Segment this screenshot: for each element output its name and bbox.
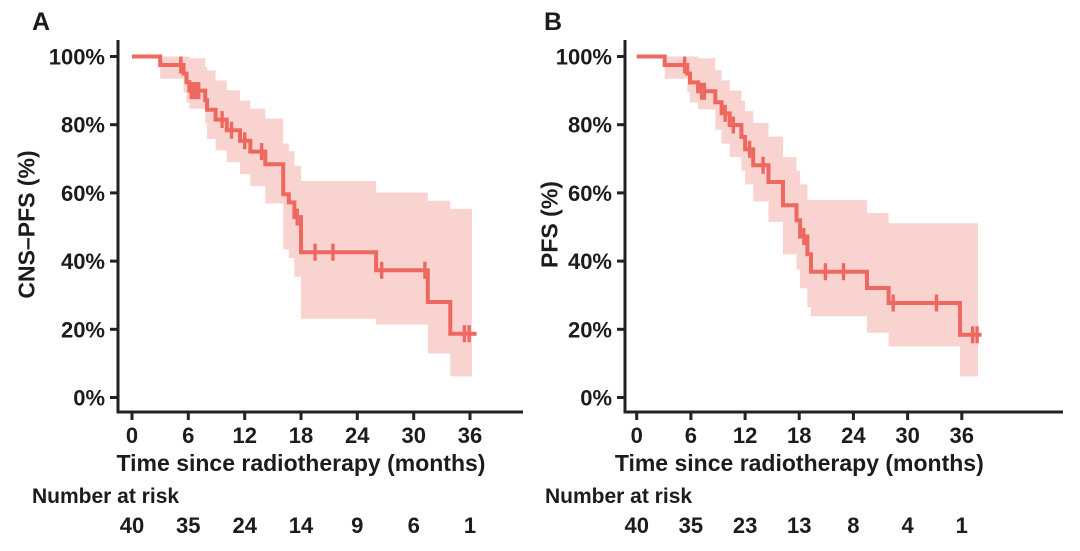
risk-count: 23	[733, 513, 757, 538]
x-axis-tick-label: 12	[232, 423, 256, 448]
x-axis-tick-label: 18	[289, 423, 313, 448]
panel-letter-a: A	[32, 8, 51, 36]
risk-count: 24	[232, 513, 257, 538]
x-axis-tick-label: 6	[182, 423, 194, 448]
x-axis-tick-label: 0	[126, 423, 138, 448]
risk-count: 35	[679, 513, 703, 538]
y-axis-tick-label: 100%	[49, 45, 105, 70]
y-axis-tick-label: 100%	[556, 45, 612, 70]
y-axis-tick-label: 80%	[61, 113, 105, 138]
x-axis-tick-label: 36	[458, 423, 482, 448]
x-axis-title-a: Time since radiotherapy (months)	[116, 450, 486, 476]
y-axis-tick-label: 60%	[568, 181, 612, 206]
x-axis-tick-label: 18	[787, 423, 811, 448]
risk-count: 8	[847, 513, 859, 538]
x-axis-tick-label: 24	[841, 423, 866, 448]
panel-pfs: B PFS (%) 100% 80% 60% 40% 20% 0% 0 6 12 18 24 30 36…	[537, 0, 1080, 551]
y-axis-tick-label: 80%	[568, 113, 612, 138]
km-plot-pfs: 100% 80% 60% 40% 20% 0% 0 6 12 18 24 30 36 40 35 23 13 8 4…	[556, 40, 1063, 538]
panel-letter-b: B	[544, 8, 563, 36]
risk-count: 6	[408, 513, 420, 538]
panel-cns-pfs: A CNS–PFS (%) 100% 80% 60% 40% 20% 0% 0 6 12 18 24…	[14, 8, 523, 538]
x-axis-tick-label: 0	[631, 423, 643, 448]
y-axis-tick-label: 60%	[61, 181, 105, 206]
y-axis-tick-label: 40%	[568, 249, 612, 274]
x-axis-tick-label: 6	[685, 423, 697, 448]
risk-count: 14	[289, 513, 314, 538]
confidence-band	[664, 56, 978, 377]
y-axis-tick-label: 0%	[580, 386, 612, 411]
x-axis-tick-label: 12	[733, 423, 757, 448]
risk-count: 9	[351, 513, 363, 538]
number-at-risk-label-b: Number at risk	[545, 485, 693, 508]
x-axis-tick-label: 30	[895, 423, 919, 448]
risk-count: 13	[787, 513, 811, 538]
x-axis-tick-label: 24	[345, 423, 370, 448]
x-axis-title-b: Time since radiotherapy (months)	[614, 450, 984, 476]
risk-count: 1	[956, 513, 968, 538]
km-plot-cns-pfs: 100% 80% 60% 40% 20% 0% 0 6 12 18 24 30 36 40 35 24 14 9 6…	[49, 40, 523, 538]
survival-curve	[636, 54, 982, 337]
number-at-risk-label-a: Number at risk	[32, 485, 180, 508]
x-axis-tick-label: 36	[950, 423, 974, 448]
y-axis-tick-label: 0%	[73, 386, 105, 411]
y-axis-tick-label: 40%	[61, 249, 105, 274]
risk-count: 4	[901, 513, 914, 538]
y-axis-tick-label: 20%	[568, 317, 612, 342]
risk-count: 1	[464, 513, 476, 538]
risk-count: 40	[624, 513, 648, 538]
risk-count: 35	[176, 513, 200, 538]
risk-count: 40	[120, 513, 144, 538]
y-axis-tick-label: 20%	[61, 317, 105, 342]
x-axis-tick-label: 30	[401, 423, 425, 448]
